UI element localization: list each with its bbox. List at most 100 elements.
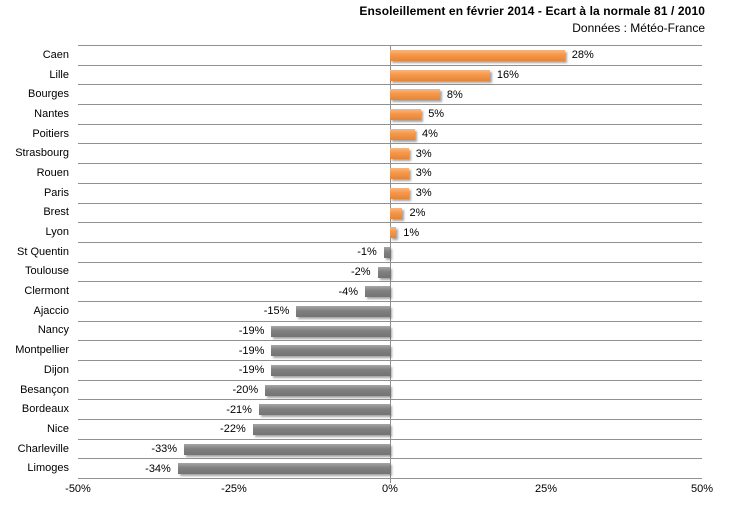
chart-row: -2% [78,263,702,283]
category-label: Lyon [45,226,69,239]
chart-row: -20% [78,381,702,401]
value-label: 16% [496,69,519,82]
x-axis: -50% -25% 0% 25% 50% [65,483,713,499]
value-label: -19% [238,324,265,337]
chart-row: 28% [78,46,702,66]
category-label: Rouen [36,166,69,179]
x-tick-label: 50% [690,483,714,495]
x-tick-label: -50% [65,483,91,495]
bar-positive [390,128,415,140]
value-label: 3% [415,167,432,180]
value-label: -21% [226,403,252,416]
category-label: Clermont [24,285,69,298]
bar-negative [271,325,390,337]
bar-positive [390,207,403,219]
category-label: Lille [49,68,69,81]
category-label: Charleville [17,442,69,455]
value-label: 8% [446,88,463,101]
category-label: Toulouse [24,265,69,278]
value-label: 2% [409,206,426,219]
zero-gridline [390,46,391,483]
category-label: Nancy [37,324,69,337]
value-label: 3% [415,147,432,160]
category-axis: Caen Lille Bourges Nantes Poitiers Strasbourg… [0,45,73,478]
value-label: -33% [151,443,178,456]
category-label: Besançon [20,383,69,396]
bar-negative [252,424,390,436]
category-label: Brest [43,206,69,219]
chart-row: 3% [78,144,702,165]
chart-row: -21% [78,400,702,421]
chart-row: -19% [78,322,702,342]
bar-negative [184,443,390,455]
value-label: -22% [220,423,246,436]
bar-negative [296,305,390,317]
value-label: 3% [415,187,432,200]
category-label: Strasbourg [15,147,69,160]
bar-negative [177,463,390,475]
bar-negative [258,404,390,416]
bar-negative [383,246,390,258]
bar-positive [390,69,490,81]
chart-row: -4% [78,282,702,302]
category-label: Dijon [43,363,69,376]
bar-positive [390,148,409,160]
chart-row: 3% [78,164,702,184]
category-label: Poitiers [32,127,69,140]
chart-row: 2% [78,204,702,224]
category-label: Ajaccio [33,304,69,317]
chart-row: 5% [78,105,702,125]
chart-row: 3% [78,184,702,204]
category-label: Bourges [28,88,69,101]
plot-rows: 28% 16% 8% 5% 4% 3% 3% 3% 2% 1% -1% -2% -4% -15% -19% -… [78,46,702,480]
x-tick-label: 0% [382,483,398,495]
chart-row: 16% [78,66,702,86]
value-label: -20% [232,384,259,397]
value-label: 5% [428,108,445,121]
bar-positive [390,187,409,199]
chart-header: Ensoleillement en février 2014 - Ecart à… [359,3,705,36]
bar-positive [390,109,422,121]
chart-row: -34% [78,459,702,480]
bar-negative [271,345,390,357]
x-tick-label: -25% [221,483,247,495]
plot-area: 28% 16% 8% 5% 4% 3% 3% 3% 2% 1% -1% -2% -4% -15% -19% -… [78,45,702,483]
value-label: -19% [238,344,265,357]
x-tick-label: 25% [534,483,558,495]
chart-row: 1% [78,223,702,243]
chart-row: 8% [78,85,702,106]
value-label: -15% [263,305,290,318]
chart-row: -22% [78,420,702,440]
category-label: Bordeaux [21,403,69,416]
value-label: -34% [145,462,171,475]
chart-row: -19% [78,341,702,361]
category-label: Caen [42,48,69,61]
category-label: Nice [46,422,69,435]
chart-title: Ensoleillement en février 2014 - Ecart à… [359,4,705,18]
bar-positive [390,50,565,61]
category-label: Montpellier [15,344,69,357]
value-label: -19% [238,364,265,377]
category-label: St Quentin [17,245,69,258]
bar-positive [390,168,409,180]
chart-row: 4% [78,125,702,145]
value-label: -1% [357,246,377,259]
bar-negative [377,266,390,278]
category-label: Paris [43,186,69,199]
bar-negative [271,365,390,376]
category-label: Limoges [27,462,69,475]
chart-subtitle: Données : Météo-France [572,21,705,36]
category-label: Nantes [34,107,69,120]
value-label: 1% [403,226,420,239]
chart-row: -15% [78,302,702,322]
bar-negative [365,286,390,298]
bar-positive [390,227,397,239]
bar-negative [265,384,390,396]
value-label: 28% [571,49,594,62]
chart-row: -19% [78,361,702,381]
chart-row: -1% [78,243,702,263]
value-label: 4% [421,128,438,141]
value-label: -2% [350,265,371,278]
bar-positive [390,89,440,101]
